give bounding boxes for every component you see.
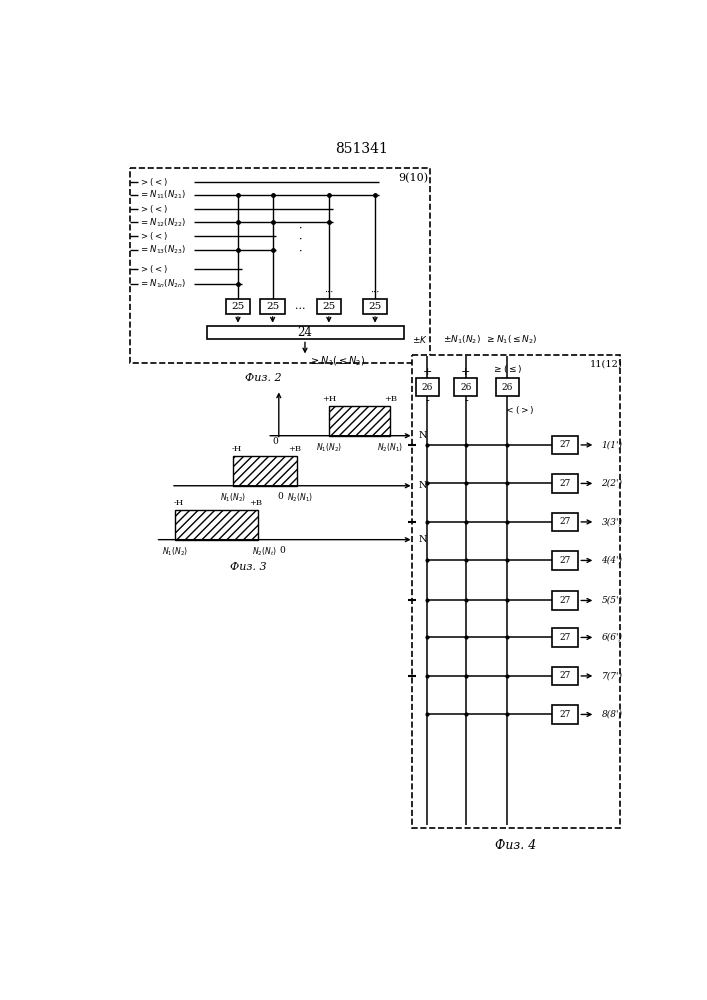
Bar xyxy=(552,705,578,724)
Text: $N_1(N_2)$: $N_1(N_2)$ xyxy=(220,492,245,504)
Text: +B: +B xyxy=(288,445,300,453)
Bar xyxy=(207,326,404,339)
Bar xyxy=(317,299,341,314)
Text: $\geq N_1(\leq N_2)$: $\geq N_1(\leq N_2)$ xyxy=(485,333,537,346)
Bar xyxy=(552,436,578,454)
Text: Физ. 2: Физ. 2 xyxy=(245,373,281,383)
Text: $>(<)$: $>(<)$ xyxy=(139,230,168,242)
Text: 27: 27 xyxy=(559,710,571,719)
Text: $N_2(N_t)$: $N_2(N_t)$ xyxy=(252,546,276,558)
Text: 24: 24 xyxy=(298,326,312,339)
Text: 27: 27 xyxy=(559,633,571,642)
Text: 1(1'): 1(1') xyxy=(602,440,622,449)
Text: 5(5'): 5(5') xyxy=(602,596,622,605)
Text: 0: 0 xyxy=(273,437,279,446)
Text: +H: +H xyxy=(322,395,336,403)
Text: N: N xyxy=(418,535,426,544)
Bar xyxy=(226,299,250,314)
Text: $<(>)$: $<(>)$ xyxy=(504,404,534,416)
Text: 27: 27 xyxy=(559,671,571,680)
Bar xyxy=(496,378,519,396)
Text: 27: 27 xyxy=(559,596,571,605)
Bar xyxy=(130,168,431,363)
Bar xyxy=(552,513,578,531)
Text: $=N_{11}(N_{21})$: $=N_{11}(N_{21})$ xyxy=(139,188,187,201)
Bar xyxy=(552,591,578,610)
Text: -H: -H xyxy=(173,499,184,507)
Text: 27: 27 xyxy=(559,479,571,488)
Text: 2(2'): 2(2') xyxy=(602,479,622,488)
Text: 27: 27 xyxy=(559,517,571,526)
Bar xyxy=(552,667,578,685)
Bar xyxy=(552,551,578,570)
Text: 9(10): 9(10) xyxy=(399,173,428,184)
Text: 0: 0 xyxy=(277,492,284,501)
Text: $N_2(N_1)$: $N_2(N_1)$ xyxy=(287,492,313,504)
Bar xyxy=(412,355,620,828)
Text: 25: 25 xyxy=(322,302,335,311)
Text: $\geq(\leq)$: $\geq(\leq)$ xyxy=(492,363,522,375)
Bar xyxy=(329,406,390,436)
Text: Физ. 3: Физ. 3 xyxy=(230,562,267,572)
Text: 26: 26 xyxy=(502,383,513,392)
Text: -: - xyxy=(464,396,468,406)
Text: $=N_{13}(N_{23})$: $=N_{13}(N_{23})$ xyxy=(139,244,187,256)
Text: N: N xyxy=(418,431,426,440)
Text: ...: ... xyxy=(295,301,305,311)
Text: ···: ··· xyxy=(370,288,380,297)
Text: 11(12): 11(12) xyxy=(590,360,622,369)
Bar xyxy=(363,299,387,314)
Text: 25: 25 xyxy=(266,302,279,311)
Text: 26: 26 xyxy=(460,383,472,392)
Text: ···: ··· xyxy=(324,288,334,297)
Text: 25: 25 xyxy=(368,302,382,311)
Text: +: + xyxy=(461,367,471,377)
Bar xyxy=(260,299,285,314)
Text: Физ. 4: Физ. 4 xyxy=(496,839,537,852)
Text: $=N_{12}(N_{22})$: $=N_{12}(N_{22})$ xyxy=(139,216,187,229)
Text: -H: -H xyxy=(231,445,242,453)
Text: 0: 0 xyxy=(279,546,285,555)
Text: 851341: 851341 xyxy=(336,142,388,156)
Text: $\geq N_1(\leq N_2)$: $\geq N_1(\leq N_2)$ xyxy=(309,354,366,368)
Text: $N_2(N_1)$: $N_2(N_1)$ xyxy=(378,442,404,454)
Text: $>(<)$: $>(<)$ xyxy=(139,176,168,188)
Text: 6(6'): 6(6') xyxy=(602,633,622,642)
Text: ·
·
·: · · · xyxy=(298,224,302,257)
Text: 7(7'): 7(7') xyxy=(602,671,622,680)
Text: -: - xyxy=(426,396,429,406)
Text: $\pm K$: $\pm K$ xyxy=(411,334,428,345)
Text: $>(<)$: $>(<)$ xyxy=(139,263,168,275)
Text: $=N_{1n}(N_{2n})$: $=N_{1n}(N_{2n})$ xyxy=(139,278,187,290)
Text: +B: +B xyxy=(384,395,397,403)
Text: 26: 26 xyxy=(421,383,433,392)
Bar xyxy=(552,474,578,493)
Text: $>(<)$: $>(<)$ xyxy=(139,203,168,215)
Text: 8(8'): 8(8') xyxy=(602,710,622,719)
Text: 3(3'): 3(3') xyxy=(602,517,622,526)
Text: 27: 27 xyxy=(559,440,571,449)
Text: $N_1(N_2)$: $N_1(N_2)$ xyxy=(162,546,188,558)
Text: N: N xyxy=(418,481,426,490)
Bar xyxy=(233,456,296,486)
Text: +B: +B xyxy=(249,499,262,507)
Text: 25: 25 xyxy=(231,302,245,311)
Bar xyxy=(175,510,258,540)
Text: 27: 27 xyxy=(559,556,571,565)
Bar xyxy=(416,378,439,396)
Text: $\pm N_1(N_2)$: $\pm N_1(N_2)$ xyxy=(443,333,481,346)
Bar xyxy=(552,628,578,647)
Text: $N_1(N_2)$: $N_1(N_2)$ xyxy=(316,442,342,454)
Bar xyxy=(455,378,477,396)
Text: +: + xyxy=(423,367,432,377)
Text: 4(4'): 4(4') xyxy=(602,556,622,565)
